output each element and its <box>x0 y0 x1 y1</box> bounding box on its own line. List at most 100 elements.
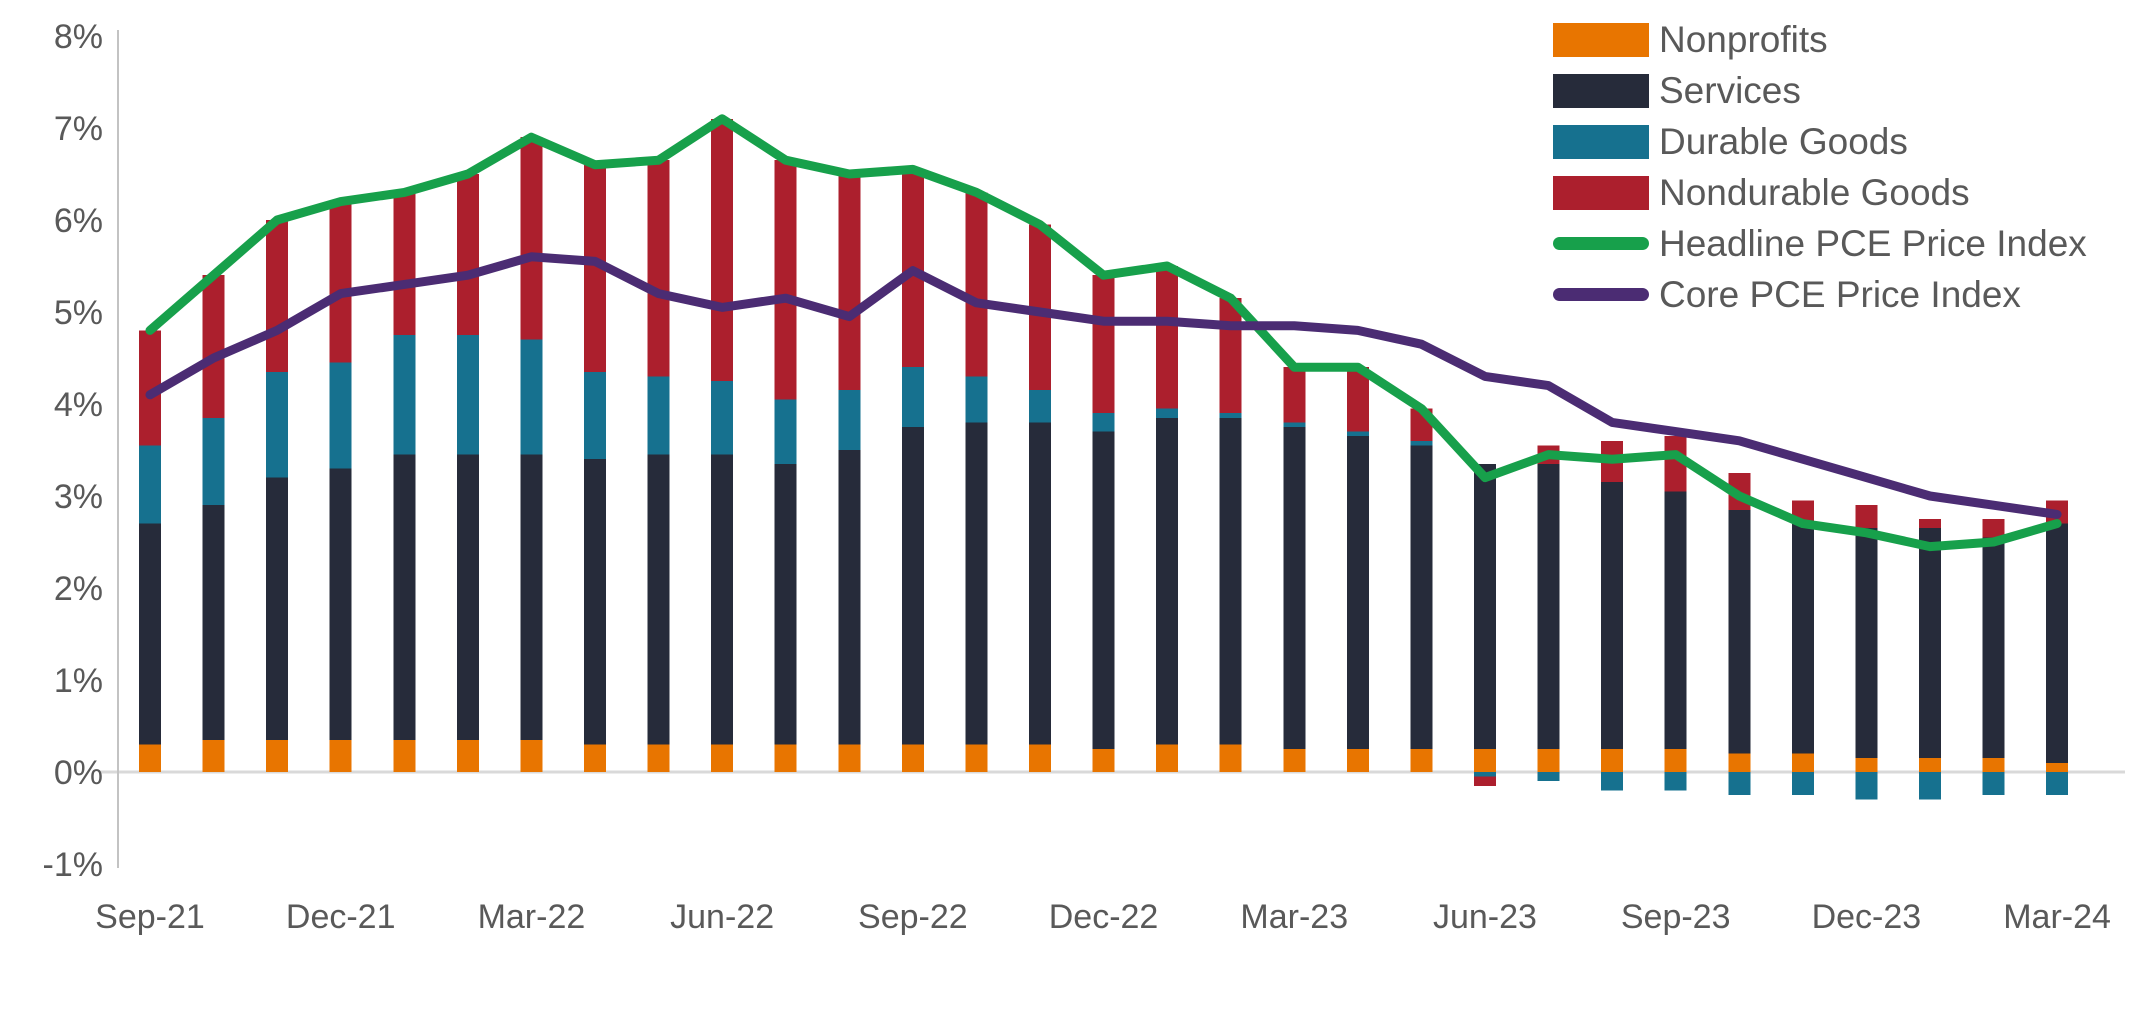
core-pce-line-icon <box>1553 288 1649 301</box>
bar-segment-services <box>1283 427 1306 749</box>
line-core-pce-price-index <box>145 252 2062 519</box>
bar-segment-nonprofits <box>583 744 606 772</box>
y-axis-labels: 8% 7% 6% 5% 4% 3% 2% 1% 0% -1% <box>43 18 103 884</box>
bar-segment-services <box>647 454 670 745</box>
bar-segment-nonprofits <box>901 744 924 772</box>
legend-item-services: Services <box>1553 65 2087 116</box>
bar-segment-nonprofits <box>329 739 352 772</box>
bar-segment-nondurable-goods <box>520 137 543 340</box>
bar-segment-nonprofits <box>1664 749 1687 772</box>
bar-segment-durable-goods <box>139 445 161 524</box>
bar-segment-services <box>1855 528 1878 759</box>
bar-segment-nonprofits <box>1092 749 1115 772</box>
bar-segment-nondurable-goods <box>1283 367 1306 423</box>
bar-segment-nonprofits <box>1473 749 1496 772</box>
legend-label: Headline PCE Price Index <box>1659 223 2087 264</box>
bar-segment-nondurable-goods <box>329 201 352 363</box>
nonprofits-swatch-icon <box>1553 22 1649 57</box>
bar-segment-nonprofits <box>1346 749 1369 772</box>
bar-segment-nondurable-goods <box>1918 519 1941 529</box>
legend-label: Nondurable Goods <box>1659 172 1970 213</box>
bar-segment-durable-goods <box>1283 422 1306 427</box>
bar-segment-services <box>1601 482 1624 749</box>
bar-segment-nonprofits <box>965 744 988 772</box>
bar-segment-services <box>520 454 543 740</box>
bar-segment-nonprofits <box>139 744 161 772</box>
bar-segment-nonprofits <box>1156 744 1179 772</box>
bar-segment-nondurable-goods <box>1092 275 1115 414</box>
bar-segment-nonprofits <box>456 739 479 772</box>
bar-segment-durable-goods <box>774 399 797 464</box>
durable-goods-swatch-icon <box>1553 124 1649 159</box>
legend-item-nondurable-goods: Nondurable Goods <box>1553 167 2087 218</box>
bar-segment-nonprofits <box>647 744 670 772</box>
bar-segment-nondurable-goods <box>1028 224 1051 391</box>
bar-segment-nondurable-goods <box>711 118 734 382</box>
x-tick-label: Jun-22 <box>670 898 774 936</box>
bar-segment-nondurable-goods <box>647 160 670 377</box>
bar-segment-durable-goods <box>1028 390 1051 423</box>
bar-segment-durable-goods <box>1728 772 1751 795</box>
legend-label: Services <box>1659 70 1801 111</box>
bar-segment-nondurable-goods <box>1219 298 1242 414</box>
bar-segment-services <box>1028 422 1051 745</box>
bar-segment-durable-goods <box>965 376 988 423</box>
bar-segment-durable-goods <box>520 339 543 455</box>
bar-segment-nondurable-goods <box>202 275 225 418</box>
x-tick-label: Dec-23 <box>1812 898 1922 936</box>
bar-segment-services <box>774 463 797 745</box>
bar-segment-nonprofits <box>1283 749 1306 772</box>
bar-segment-nonprofits <box>1918 758 1941 772</box>
y-tick-label: 6% <box>54 202 103 240</box>
y-tick-label: -1% <box>43 846 103 884</box>
bar-segment-durable-goods <box>2046 772 2069 795</box>
line-headline-pce-price-index <box>145 114 2062 552</box>
bar-segment-nondurable-goods <box>1156 266 1179 409</box>
bar-segment-durable-goods <box>456 335 479 455</box>
y-tick-label: 2% <box>54 570 103 608</box>
bar-segment-nonprofits <box>1855 758 1878 772</box>
legend-item-headline-pce: Headline PCE Price Index <box>1553 218 2087 269</box>
bar-segment-services <box>1156 417 1179 745</box>
bar-segment-durable-goods <box>838 390 861 450</box>
y-tick-label: 0% <box>54 754 103 792</box>
bar-segment-services <box>139 523 161 745</box>
bar-segment-nonprofits <box>202 739 225 772</box>
bar-segment-nonprofits <box>1410 749 1433 772</box>
bar-segment-durable-goods <box>1473 772 1496 777</box>
bar-segment-services <box>1728 509 1751 754</box>
bar-segment-nonprofits <box>2046 762 2069 772</box>
x-tick-label: Dec-21 <box>286 898 396 936</box>
bar-segment-durable-goods <box>202 417 225 506</box>
services-swatch-icon <box>1553 73 1649 108</box>
bar-segment-nonprofits <box>838 744 861 772</box>
bar-segment-durable-goods <box>1791 772 1814 795</box>
y-tick-label: 7% <box>54 110 103 148</box>
bar-segment-durable-goods <box>1092 413 1115 432</box>
bar-segment-services <box>1664 491 1687 749</box>
legend-label: Nonprofits <box>1659 19 1828 60</box>
bar-segment-services <box>2046 523 2069 763</box>
bar-segment-durable-goods <box>1982 772 2005 795</box>
bar-segment-nonprofits <box>774 744 797 772</box>
bar-segment-services <box>965 422 988 745</box>
bar-segment-nonprofits <box>1982 758 2005 772</box>
bar-segment-services <box>1410 445 1433 749</box>
bar-segment-nonprofits <box>1728 753 1751 772</box>
legend-item-core-pce: Core PCE Price Index <box>1553 269 2087 320</box>
bar-segment-durable-goods <box>711 381 734 455</box>
bar-segment-nondurable-goods <box>583 164 606 372</box>
x-tick-label: Dec-22 <box>1049 898 1159 936</box>
y-tick-label: 4% <box>54 386 103 424</box>
bar-segment-services <box>266 477 289 740</box>
y-tick-label: 1% <box>54 662 103 700</box>
bar-segment-services <box>202 505 225 740</box>
bar-segment-services <box>901 427 924 745</box>
bar-segment-durable-goods <box>1410 440 1433 446</box>
bar-segment-services <box>1982 537 2005 759</box>
bar-segment-durable-goods <box>1537 772 1560 782</box>
bar-segment-nondurable-goods <box>774 160 797 400</box>
bar-segment-services <box>1537 463 1560 749</box>
bar-segment-services <box>456 454 479 740</box>
y-tick-label: 3% <box>54 478 103 516</box>
